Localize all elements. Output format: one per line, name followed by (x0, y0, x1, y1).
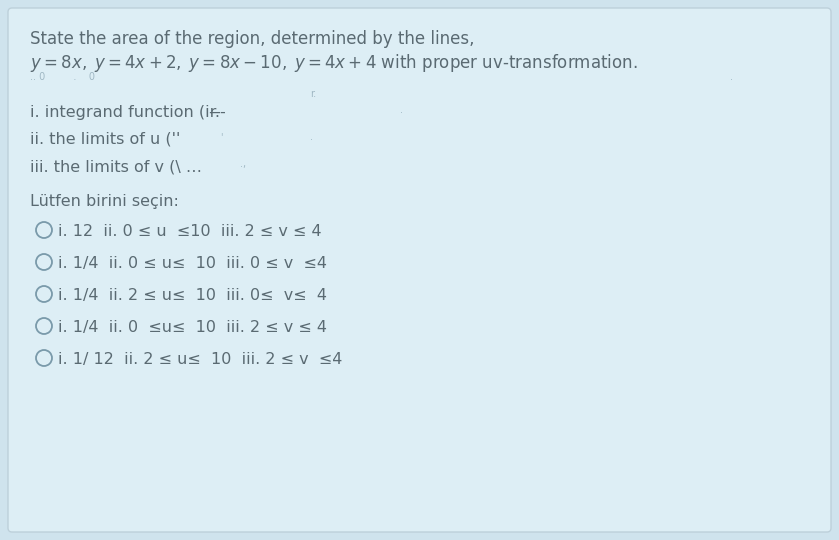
Text: ii. the limits of u ('': ii. the limits of u ('' (30, 132, 180, 147)
Text: .: . (730, 72, 733, 82)
Text: i. 12  ii. 0 ≤ u  ≤10  iii. 2 ≤ v ≤ 4: i. 12 ii. 0 ≤ u ≤10 iii. 2 ≤ v ≤ 4 (58, 224, 321, 239)
Text: $y = 8x,\; y = 4x + 2,\; y = 8x - 10,\; y = 4x + 4$ with proper uv-transformatio: $y = 8x,\; y = 4x + 2,\; y = 8x - 10,\; … (30, 52, 638, 74)
Text: i. integrand function (ir.̶-: i. integrand function (ir.̶- (30, 105, 226, 120)
Text: .,: ., (240, 159, 246, 169)
Text: ': ' (220, 132, 222, 142)
Text: i. 1/ 12  ii. 2 ≤ u≤  10  iii. 2 ≤ v  ≤4: i. 1/ 12 ii. 2 ≤ u≤ 10 iii. 2 ≤ v ≤4 (58, 352, 342, 367)
Text: .: . (310, 132, 313, 142)
Text: i. 1/4  ii. 2 ≤ u≤  10  iii. 0≤  v≤  4: i. 1/4 ii. 2 ≤ u≤ 10 iii. 0≤ v≤ 4 (58, 288, 327, 303)
Text: .. 0         .    0: .. 0 . 0 (30, 72, 95, 82)
Text: .: . (400, 105, 403, 115)
Text: Lütfen birini seçin:: Lütfen birini seçin: (30, 194, 179, 209)
Text: iii. the limits of v (\ …: iii. the limits of v (\ … (30, 159, 202, 174)
Text: i. 1/4  ii. 0  ≤u≤  10  iii. 2 ≤ v ≤ 4: i. 1/4 ii. 0 ≤u≤ 10 iii. 2 ≤ v ≤ 4 (58, 320, 327, 335)
FancyBboxPatch shape (8, 8, 831, 532)
Text: State the area of the region, determined by the lines,: State the area of the region, determined… (30, 30, 475, 48)
Text: r.: r. (310, 89, 316, 99)
Text: i. 1/4  ii. 0 ≤ u≤  10  iii. 0 ≤ v  ≤4: i. 1/4 ii. 0 ≤ u≤ 10 iii. 0 ≤ v ≤4 (58, 256, 327, 271)
